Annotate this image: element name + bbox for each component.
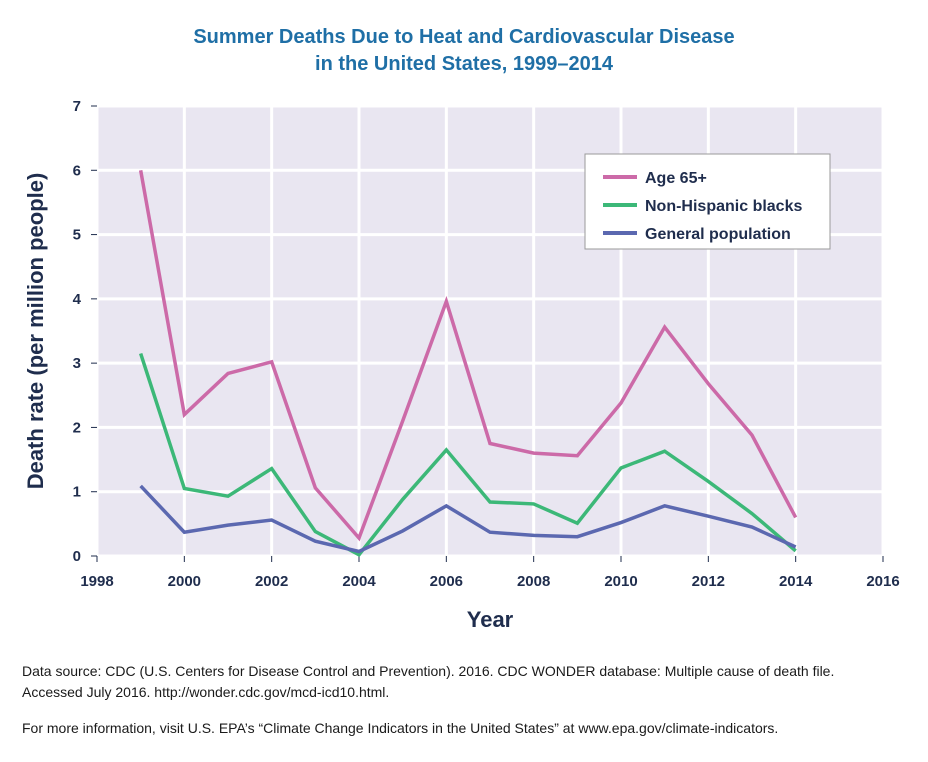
x-tick-label: 2004 (342, 573, 376, 590)
series-line-1 (139, 352, 797, 557)
legend-label-2: General population (645, 226, 791, 243)
legend-label-1: Non-Hispanic blacks (645, 198, 802, 215)
x-tick-label: 2014 (779, 573, 813, 590)
legend: Age 65+ Non-Hispanic blacks General popula… (584, 153, 831, 250)
series-line-0 (138, 169, 798, 542)
x-tick-label: 2002 (255, 573, 288, 590)
x-tick-label: 2010 (604, 573, 637, 590)
chart-subtitle: in the United States, 1999–2014 (315, 53, 614, 75)
data-source-line-1: Data source: CDC (U.S. Centers for Disea… (22, 663, 835, 679)
series-line-2 (139, 484, 797, 554)
x-axis-label: Year (467, 607, 514, 632)
y-tick-label: 4 (73, 291, 82, 308)
y-tick-label: 5 (73, 227, 81, 244)
x-tick-label: 1998 (80, 573, 113, 590)
x-tick-label: 2012 (692, 573, 725, 590)
y-tick-label: 6 (73, 162, 81, 179)
data-source-note: Data source: CDC (U.S. Centers for Disea… (22, 661, 902, 703)
x-axis-ticks: 1998 2000 2002 2004 2006 2008 2010 2012 2014 2016 (80, 556, 900, 590)
line-chart: Summer Deaths Due to Heat and Cardiovasc… (23, 26, 900, 632)
x-tick-label: 2008 (517, 573, 550, 590)
x-tick-label: 2016 (866, 573, 899, 590)
series-lines (138, 169, 798, 557)
legend-label-0: Age 65+ (645, 170, 707, 187)
x-tick-label: 2000 (168, 573, 201, 590)
x-tick-label: 2006 (430, 573, 463, 590)
chart-title: Summer Deaths Due to Heat and Cardiovasc… (193, 26, 734, 48)
y-tick-label: 2 (73, 419, 81, 436)
y-tick-label: 7 (73, 98, 81, 115)
y-axis-ticks: 0 1 2 3 4 5 6 7 (73, 98, 97, 565)
y-tick-label: 3 (73, 355, 81, 372)
data-source-line-2: Accessed July 2016. http://wonder.cdc.go… (22, 684, 390, 700)
y-tick-label: 1 (73, 484, 81, 501)
more-info-note: For more information, visit U.S. EPA’s “… (22, 720, 779, 736)
y-axis-label: Death rate (per million people) (23, 173, 48, 490)
y-tick-label: 0 (73, 548, 81, 565)
